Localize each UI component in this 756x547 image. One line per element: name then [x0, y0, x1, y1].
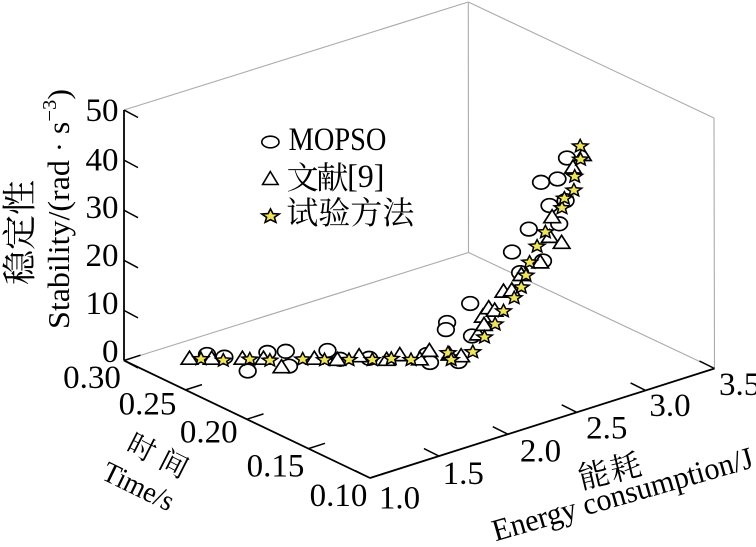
svg-text:0.20: 0.20 — [180, 414, 238, 450]
svg-text:3.0: 3.0 — [649, 388, 690, 424]
svg-text:MOPSO: MOPSO — [289, 122, 387, 158]
svg-text:1.0: 1.0 — [379, 480, 420, 516]
svg-text:10: 10 — [86, 286, 119, 322]
svg-text:2.0: 2.0 — [520, 433, 561, 469]
svg-text:0.25: 0.25 — [119, 386, 177, 422]
svg-text:20: 20 — [86, 238, 119, 274]
svg-text:Time/s: Time/s — [97, 456, 179, 518]
svg-text:40: 40 — [86, 143, 119, 179]
svg-text:3.5: 3.5 — [719, 367, 756, 403]
svg-text:50: 50 — [86, 93, 119, 129]
svg-text:Stability/(rad · s−3): Stability/(rad · s−3) — [39, 89, 76, 329]
svg-text:0.10: 0.10 — [310, 478, 368, 514]
svg-text:0.30: 0.30 — [63, 360, 121, 396]
svg-text:2.5: 2.5 — [586, 411, 627, 447]
svg-text:1.5: 1.5 — [443, 456, 484, 492]
svg-text:0: 0 — [102, 334, 119, 370]
svg-text:[9]: [9] — [347, 159, 384, 195]
svg-text:30: 30 — [86, 190, 119, 226]
svg-text:0.15: 0.15 — [247, 449, 305, 485]
